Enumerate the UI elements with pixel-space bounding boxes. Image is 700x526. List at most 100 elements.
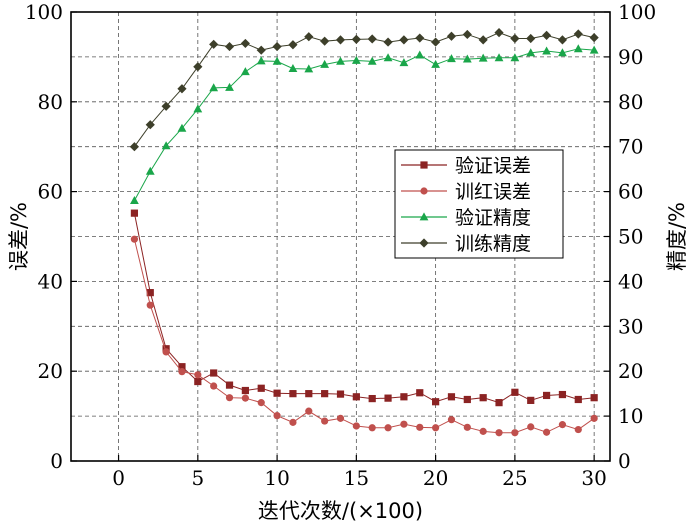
legend-item: 验证精度	[401, 207, 531, 229]
data-point	[526, 33, 536, 44]
data-point	[130, 235, 139, 243]
y-right-tick-label: 50	[618, 225, 643, 249]
data-point	[178, 363, 186, 371]
data-point	[590, 414, 598, 422]
data-point	[431, 59, 441, 68]
data-point	[257, 384, 265, 392]
series-line	[133, 48, 595, 201]
data-point	[241, 386, 249, 395]
series-line	[134, 32, 595, 147]
x-tick-label: 20	[423, 466, 448, 490]
data-point	[352, 393, 360, 401]
y-right-tick-label: 100	[618, 0, 656, 24]
data-point	[335, 35, 346, 45]
data-point	[289, 390, 297, 398]
y-right-tick-label: 0	[618, 449, 631, 473]
legend-item: 训红误差	[401, 181, 531, 203]
y-left-tick-label: 40	[38, 269, 63, 293]
data-point	[305, 390, 313, 398]
y-right-tick-label: 80	[618, 90, 643, 114]
data-point	[368, 424, 376, 432]
data-point	[511, 388, 519, 396]
data-point	[495, 429, 503, 437]
data-point	[193, 62, 203, 72]
data-point	[463, 423, 471, 431]
data-point	[399, 58, 409, 67]
data-point	[320, 59, 330, 68]
data-point	[384, 394, 392, 402]
data-point	[384, 424, 392, 432]
data-point	[209, 39, 219, 49]
data-point	[351, 34, 361, 44]
data-point	[558, 48, 567, 57]
data-point	[495, 399, 503, 407]
data-point	[479, 394, 487, 402]
data-point	[462, 54, 472, 63]
data-point	[367, 56, 377, 65]
data-point	[256, 45, 266, 55]
legend-marker	[420, 187, 428, 195]
data-point	[289, 418, 297, 426]
legend-label: 训练精度	[455, 233, 531, 255]
x-tick-label: 30	[581, 466, 606, 490]
data-point	[431, 37, 441, 47]
legend-label: 验证误差	[455, 155, 531, 177]
data-point	[273, 389, 281, 397]
series-line	[133, 239, 595, 434]
x-tick-label: 0	[112, 466, 125, 490]
data-point	[209, 83, 219, 92]
data-point	[129, 142, 140, 152]
data-point	[146, 289, 154, 297]
data-point	[194, 377, 202, 386]
legend-item: 验证误差	[401, 155, 531, 177]
series-2	[130, 235, 598, 437]
data-point	[494, 53, 504, 62]
data-point	[478, 35, 488, 45]
data-point	[273, 412, 281, 420]
data-point	[257, 399, 265, 407]
data-point	[288, 40, 298, 50]
data-point	[368, 394, 376, 403]
y-left-tick-label: 20	[38, 359, 63, 383]
x-tick-label: 10	[264, 466, 289, 490]
data-point	[352, 422, 360, 430]
data-point	[478, 53, 488, 62]
x-tick-label: 5	[191, 466, 204, 490]
data-point	[241, 394, 249, 402]
data-point	[589, 45, 599, 54]
data-point	[225, 394, 234, 402]
data-point	[573, 29, 583, 39]
data-point	[210, 369, 218, 377]
legend-marker	[419, 238, 429, 248]
data-point	[367, 34, 377, 44]
data-point	[177, 123, 187, 132]
y-left-tick-label: 0	[50, 449, 63, 473]
data-point	[304, 32, 314, 42]
y-left-tick-label: 80	[38, 90, 63, 114]
data-point	[541, 30, 552, 40]
data-point	[130, 209, 139, 217]
legend-marker	[419, 212, 429, 221]
series-group	[129, 28, 599, 437]
data-point	[336, 414, 345, 422]
y-right-tick-label: 30	[618, 314, 643, 338]
data-point	[432, 398, 440, 406]
y-right-tick-label: 90	[618, 45, 643, 69]
legend-label: 验证精度	[455, 207, 531, 229]
data-point	[321, 390, 329, 398]
data-point	[447, 393, 456, 401]
data-point	[146, 301, 154, 309]
data-point	[589, 32, 599, 43]
series-4	[129, 28, 599, 152]
y-axis-right-label: 精度/%	[665, 202, 689, 271]
data-point	[194, 371, 202, 379]
y-left-tick-label: 60	[38, 180, 63, 204]
data-point	[558, 421, 567, 429]
x-tick-label: 15	[344, 466, 369, 490]
data-point	[321, 417, 329, 425]
data-point	[590, 394, 598, 402]
data-point	[177, 84, 187, 94]
y-right-tick-label: 70	[618, 135, 643, 159]
data-point	[526, 48, 536, 57]
data-point	[511, 429, 519, 437]
